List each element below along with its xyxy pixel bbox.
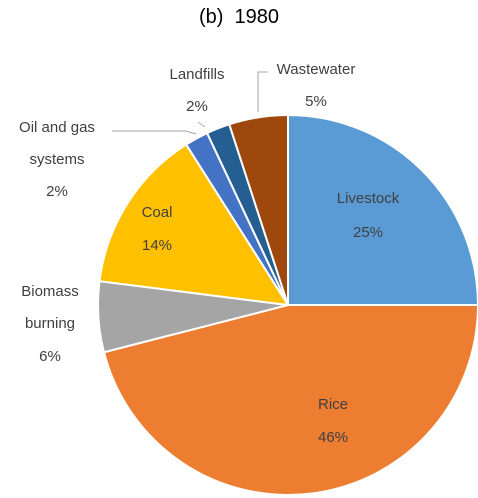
category-label: Rice [317, 396, 349, 413]
leader-line [112, 130, 197, 135]
value-label: 2% [46, 183, 68, 200]
category-label: Landfills [169, 66, 225, 83]
category-label: Oil and gas systems [19, 119, 95, 168]
pie-slice [102, 304, 478, 496]
value-label: 6% [39, 348, 61, 365]
category-label: Livestock [336, 190, 400, 207]
category-label: Biomass burning [21, 283, 79, 332]
leader-line [197, 121, 206, 128]
leader-line [257, 71, 268, 112]
category-label: Wastewater [276, 61, 356, 78]
pie-slice [287, 113, 478, 306]
value-label: 14% [141, 237, 173, 254]
value-label: 25% [352, 224, 384, 241]
value-label: 2% [186, 98, 208, 115]
value-label: 46% [317, 429, 349, 446]
category-label: Coal [141, 204, 173, 221]
pie-slice [228, 113, 289, 306]
pie-slice [98, 143, 290, 307]
value-label: 5% [305, 93, 327, 110]
chart-title: (b) 1980 [198, 6, 280, 28]
